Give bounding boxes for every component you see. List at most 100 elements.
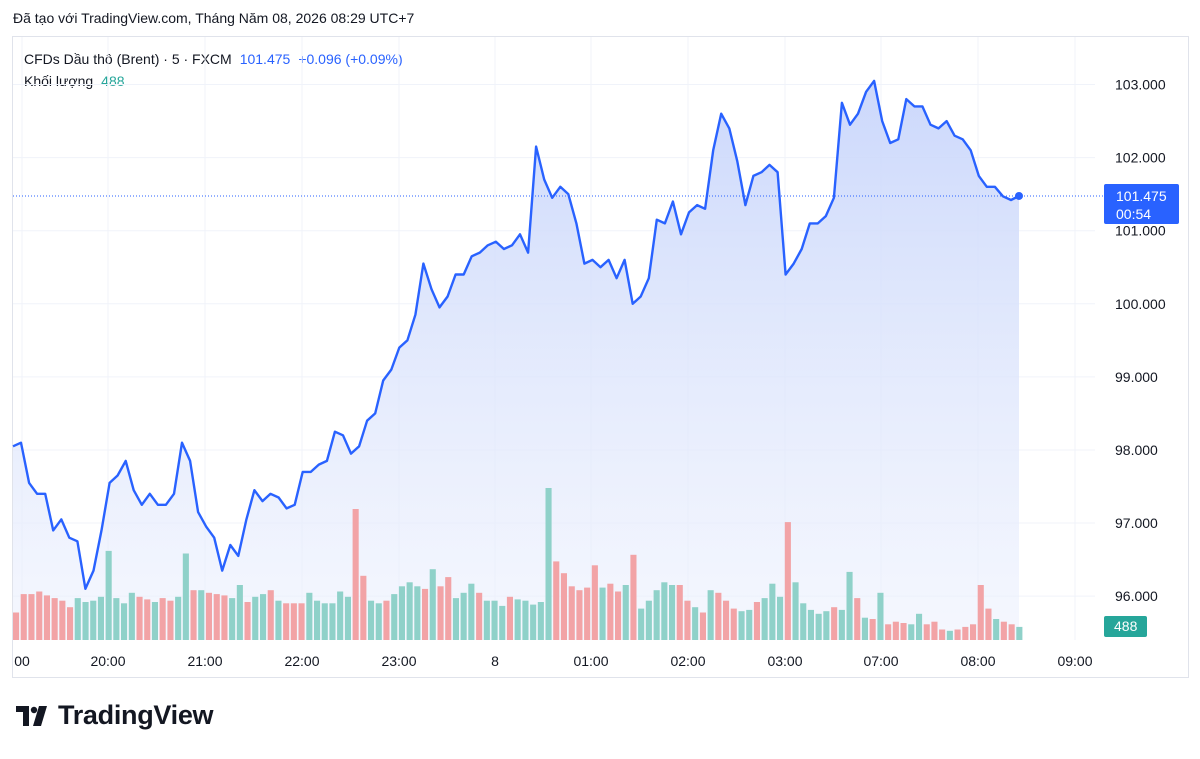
x-tick-label: 09:00 (1057, 653, 1092, 669)
y-axis[interactable]: 96.000 97.000 98.000 99.000 100.000 101.000 10… (1115, 77, 1166, 605)
x-tick-label: 00 (14, 653, 30, 669)
volume-bar (653, 590, 660, 640)
volume-bar (468, 583, 475, 640)
volume-bar (877, 592, 884, 640)
volume-bar (985, 608, 992, 640)
last-price-label: 101.475 (1116, 188, 1167, 204)
volume-bar (414, 586, 421, 640)
volume-bar (1000, 621, 1007, 640)
volume-bar (530, 604, 537, 640)
volume-bar (244, 602, 251, 640)
volume-badge (1104, 616, 1147, 637)
volume-bar (993, 619, 1000, 640)
volume-bar (59, 600, 66, 640)
volume-bar (638, 608, 645, 640)
volume-bar (43, 595, 50, 640)
volume-bar (283, 603, 290, 640)
volume-bar (13, 612, 20, 640)
price-scale-badges: 101.475 00:54 488 (13, 183, 1179, 637)
volume-bar (321, 603, 328, 640)
last-price-dot (1015, 191, 1023, 200)
volume-bar (545, 488, 552, 640)
x-axis[interactable]: 00 20:00 21:00 22:00 23:00 8 01:00 02:00 03:00 07… (14, 653, 1093, 669)
volume-bar (383, 600, 390, 640)
volume-bar (97, 596, 104, 640)
volume-bar (452, 598, 459, 640)
volume-bar (730, 608, 737, 640)
volume-bar (954, 629, 961, 640)
volume-bar (483, 600, 490, 640)
volume-bar (584, 587, 591, 640)
tradingview-logo[interactable]: TradingView (16, 700, 214, 731)
volume-bar (591, 565, 598, 640)
volume-bar (167, 600, 174, 640)
symbol-title[interactable]: CFDs Dầu thô (Brent) · 5 · FXCM (24, 51, 232, 67)
volume-bar (36, 591, 43, 640)
y-tick-label: 102.000 (1115, 150, 1166, 166)
x-tick-label: 20:00 (90, 653, 125, 669)
volume-bar (360, 575, 367, 640)
volume-bar (275, 600, 282, 640)
volume-bar (939, 629, 946, 640)
volume-bar (815, 613, 822, 640)
volume-bar (229, 598, 236, 640)
volume-bar (885, 624, 892, 640)
volume-bar (391, 594, 398, 640)
y-tick-label: 99.000 (1115, 369, 1158, 385)
created-by-caption: Đã tạo với TradingView.com, Tháng Năm 08… (13, 10, 415, 26)
volume-bar (537, 602, 544, 640)
volume-bar (522, 600, 529, 640)
volume-bar (306, 592, 313, 640)
price-series-line (12, 79, 1020, 590)
volume-bar (190, 590, 197, 640)
volume-bar (568, 586, 575, 640)
volume-bar (846, 571, 853, 640)
volume-bar (491, 600, 498, 640)
volume-bar (1016, 626, 1023, 640)
volume-bar (67, 607, 74, 640)
volume-bar (422, 588, 429, 640)
volume-bar (823, 611, 830, 640)
x-tick-label: 07:00 (863, 653, 898, 669)
volume-bar (946, 630, 953, 640)
bar-countdown-label: 00:54 (1116, 206, 1151, 222)
volume-bar (51, 598, 58, 640)
volume-bar (707, 590, 714, 640)
volume-bar (375, 603, 382, 640)
volume-bar (136, 596, 143, 640)
volume-bar (970, 624, 977, 640)
price-line (12, 79, 1020, 590)
y-tick-label: 97.000 (1115, 515, 1158, 531)
volume-bar (838, 609, 845, 640)
volume-bar (977, 585, 984, 640)
x-tick-label: 21:00 (187, 653, 222, 669)
volume-bar (931, 621, 938, 640)
volume-bar (20, 594, 27, 640)
volume-bar (437, 586, 444, 640)
y-tick-label: 100.000 (1115, 296, 1166, 312)
tradingview-wordmark: TradingView (58, 700, 214, 730)
volume-bar (105, 550, 112, 640)
volume-bar (128, 592, 135, 640)
volume-bar (669, 585, 676, 640)
volume-bar (807, 609, 814, 640)
volume-bar (900, 623, 907, 640)
volume-bar (144, 599, 151, 640)
volume-bar (113, 598, 120, 640)
volume-bar (74, 598, 81, 640)
volume-bar (213, 594, 220, 640)
y-tick-label: 101.000 (1115, 223, 1166, 239)
x-tick-label: 22:00 (284, 653, 319, 669)
y-tick-label: 103.000 (1115, 77, 1166, 93)
volume-bar (329, 603, 336, 640)
volume-bar (337, 591, 344, 640)
volume-bar (445, 577, 452, 640)
x-tick-label: 08:00 (960, 653, 995, 669)
volume-bar (831, 607, 838, 640)
volume-bar (723, 600, 730, 640)
x-tick-label: 23:00 (381, 653, 416, 669)
volume-bar (576, 590, 583, 640)
volume-bar (800, 603, 807, 640)
volume-bar (151, 602, 158, 640)
